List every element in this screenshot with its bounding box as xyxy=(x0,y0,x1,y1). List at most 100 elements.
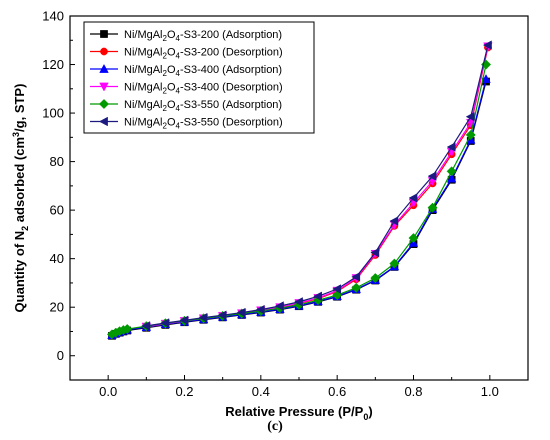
legend-label-part: 2 xyxy=(163,34,168,43)
legend-label-part: Ni/MgAl xyxy=(124,29,163,41)
y-tick-label: 140 xyxy=(42,9,64,24)
x-tick-label: 0.4 xyxy=(252,384,270,399)
data-point xyxy=(274,301,284,311)
legend-marker xyxy=(99,82,109,92)
legend-label-part: Ni/MgAl xyxy=(124,64,163,76)
legend-label-part: 4 xyxy=(176,69,181,78)
legend-label-part: 2 xyxy=(163,69,168,78)
legend-label-part: 4 xyxy=(176,87,181,96)
legend-label-part: Ni/MgAl xyxy=(124,117,163,129)
legend-label-part: 4 xyxy=(176,104,181,113)
legend-label-part: -S3-550 (Desorption) xyxy=(180,117,283,129)
axis-layer: 0.0 0.2 0.4 0.6 0.8 1.0 0 20 40 60 80 100 120 140 xyxy=(42,9,499,400)
y-title-part: /g, STP) xyxy=(12,84,27,132)
legend-label-part: 4 xyxy=(176,52,181,61)
x-title-subscript: 0 xyxy=(363,412,368,422)
legend-label: Ni/MgAl2O4-S3-400 (Desorption) xyxy=(124,82,283,96)
data-point xyxy=(217,310,227,320)
data-point xyxy=(482,40,492,50)
data-point xyxy=(255,304,265,315)
data-point xyxy=(179,315,189,326)
data-point xyxy=(332,284,342,294)
x-tick-label: 1.0 xyxy=(481,384,499,399)
x-tick-label: 0.0 xyxy=(99,384,117,399)
x-axis-title: Relative Pressure (P/P0) xyxy=(225,404,372,422)
legend-label-part: O xyxy=(167,82,176,94)
data-point xyxy=(370,273,381,284)
legend-label-part: O xyxy=(167,29,176,41)
y-title-part: Quantity of N xyxy=(12,231,27,313)
series-6 xyxy=(141,40,492,331)
data-point xyxy=(446,173,457,183)
data-point xyxy=(198,312,208,323)
legend-label-part: -S3-400 (Adsorption) xyxy=(180,64,282,76)
legend-label: Ni/MgAl2O4-S3-550 (Desorption) xyxy=(124,117,283,131)
y-tick-label: 0 xyxy=(57,348,64,363)
legend-marker xyxy=(98,98,110,110)
y-tick-label: 80 xyxy=(50,154,64,169)
legend: Ni/MgAl2O4-S3-200 (Adsorption)Ni/MgAl2O4… xyxy=(83,21,315,134)
data-point xyxy=(160,318,170,328)
legend-label-part: O xyxy=(167,64,176,76)
y-title-part: 3 xyxy=(11,132,21,137)
legend-marker xyxy=(98,116,108,127)
legend-label-part: 4 xyxy=(176,34,181,43)
data-point xyxy=(389,258,400,269)
data-point xyxy=(332,290,343,301)
series-layer xyxy=(106,40,493,340)
legend-label: Ni/MgAl2O4-S3-200 (Adsorption) xyxy=(124,29,282,43)
figure-caption: (c) xyxy=(267,419,283,434)
y-axis-title: Quantity of N2 adsorbed (cm3/g, STP) xyxy=(11,84,30,313)
data-point xyxy=(427,171,437,181)
data-point xyxy=(465,111,475,122)
legend-marker xyxy=(100,47,108,56)
x-title-end: ) xyxy=(368,404,372,419)
x-tick-label: 0.6 xyxy=(328,384,346,399)
data-point xyxy=(465,129,476,140)
y-title-part: 2 xyxy=(20,226,30,231)
legend-label-part: -S3-200 (Adsorption) xyxy=(180,29,282,41)
y-tick-label: 40 xyxy=(50,251,64,266)
legend-label-part: 2 xyxy=(163,87,168,96)
x-title-text: Relative Pressure (P/P xyxy=(225,404,363,419)
data-point xyxy=(427,202,438,213)
data-point xyxy=(141,321,151,331)
legend-marker xyxy=(100,30,108,38)
data-point xyxy=(370,247,380,258)
y-tick-label: 100 xyxy=(42,106,64,121)
legend-label-part: O xyxy=(167,47,176,59)
data-point xyxy=(389,216,399,226)
legend-label: Ni/MgAl2O4-S3-200 (Desorption) xyxy=(124,47,283,61)
data-point xyxy=(481,74,491,83)
legend-label-part: 2 xyxy=(163,122,168,131)
x-tick-label: 0.8 xyxy=(404,384,422,399)
legend-label-part: O xyxy=(167,117,176,129)
legend-label-part: 4 xyxy=(176,122,181,131)
data-point xyxy=(293,297,303,307)
legend-label: Ni/MgAl2O4-S3-550 (Adsorption) xyxy=(124,99,282,113)
legend-label-part: 2 xyxy=(163,52,168,61)
data-point xyxy=(446,142,456,152)
data-point xyxy=(351,272,361,282)
legend-label-part: -S3-200 (Desorption) xyxy=(180,47,283,59)
legend-label-part: O xyxy=(167,99,176,111)
y-tick-label: 60 xyxy=(50,203,64,218)
legend-label-part: -S3-550 (Adsorption) xyxy=(180,99,282,111)
data-point xyxy=(236,307,246,318)
legend-label-part: Ni/MgAl xyxy=(124,47,163,59)
legend-label: Ni/MgAl2O4-S3-400 (Adsorption) xyxy=(124,64,282,78)
legend-label-part: Ni/MgAl xyxy=(124,82,163,94)
legend-label-part: -S3-400 (Desorption) xyxy=(180,82,283,94)
y-tick-label: 120 xyxy=(42,57,64,72)
data-point xyxy=(122,324,133,335)
y-tick-label: 20 xyxy=(50,300,64,315)
data-point xyxy=(408,233,419,244)
data-point xyxy=(351,282,362,293)
y-title-part: adsorbed (cm xyxy=(12,137,27,226)
data-point xyxy=(446,166,457,177)
data-point xyxy=(313,291,322,302)
x-tick-label: 0.2 xyxy=(175,384,193,399)
legend-marker xyxy=(99,63,109,73)
legend-label-part: Ni/MgAl xyxy=(124,99,163,111)
